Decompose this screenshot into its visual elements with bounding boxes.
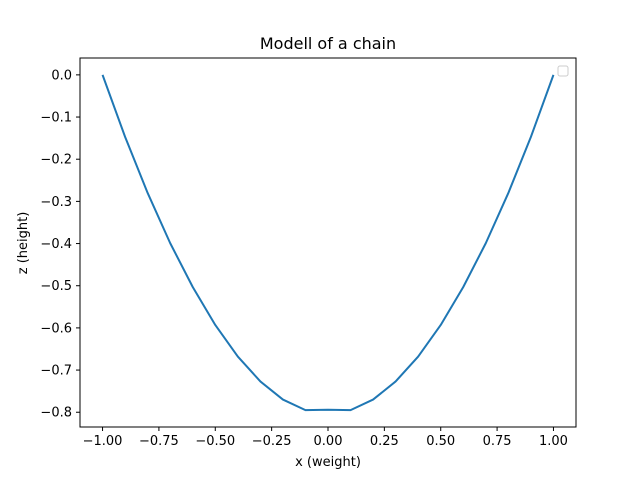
x-tick-label: −0.75 bbox=[139, 434, 179, 449]
legend-box bbox=[557, 65, 569, 77]
y-tick-label: −0.6 bbox=[40, 321, 72, 336]
y-axis-label: z (height) bbox=[16, 212, 31, 275]
x-tick-label: 0.50 bbox=[426, 434, 455, 449]
x-tick-label: 0.75 bbox=[483, 434, 512, 449]
y-tick-label: −0.5 bbox=[40, 279, 72, 294]
x-axis: −1.00 −0.75 −0.50 −0.25 0.00 0.25 0.50 0.75 1.00 bbox=[83, 427, 568, 449]
x-axis-label: x (weight) bbox=[295, 455, 361, 470]
x-tick-label: 0.00 bbox=[314, 434, 343, 449]
x-tick-label: 1.00 bbox=[539, 434, 568, 449]
x-tick-label: −1.00 bbox=[83, 434, 123, 449]
plot-frame bbox=[79, 57, 577, 428]
y-tick-label: −0.8 bbox=[40, 406, 72, 421]
y-tick-label: −0.3 bbox=[40, 195, 72, 210]
x-tick-label: −0.25 bbox=[252, 434, 292, 449]
chart-title: Modell of a chain bbox=[260, 34, 396, 53]
y-tick-label: −0.2 bbox=[40, 153, 72, 168]
y-tick-label: −0.4 bbox=[40, 237, 72, 252]
x-tick-label: −0.50 bbox=[195, 434, 235, 449]
y-axis: 0.0 −0.1 −0.2 −0.3 −0.4 −0.5 −0.6 −0.7 −0.8 bbox=[40, 68, 80, 421]
y-tick-label: −0.1 bbox=[40, 111, 72, 126]
series-line bbox=[101, 74, 555, 412]
plot-area bbox=[80, 58, 576, 427]
x-tick-label: 0.25 bbox=[370, 434, 399, 449]
series-layer bbox=[101, 74, 555, 412]
y-tick-label: 0.0 bbox=[51, 68, 72, 83]
y-tick-label: −0.7 bbox=[40, 364, 72, 379]
